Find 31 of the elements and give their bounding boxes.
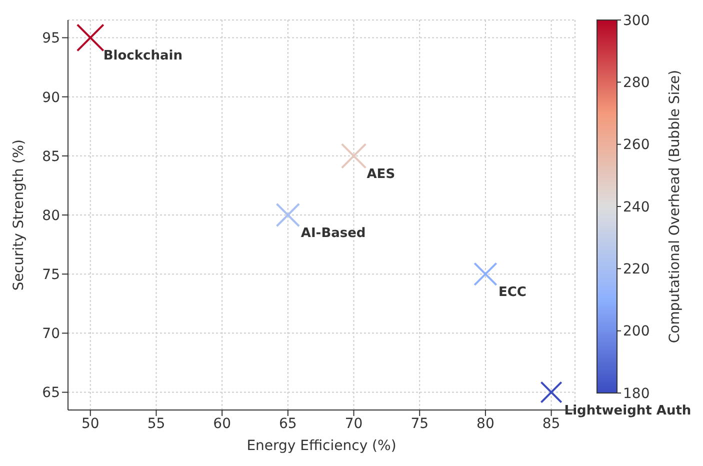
x-axis-title: Energy Efficiency (%) — [246, 438, 396, 454]
y-tick-label: 65 — [42, 385, 60, 402]
y-tick-label: 75 — [42, 267, 60, 284]
color-bar-label: 260 — [623, 137, 650, 154]
color-bar-label: 220 — [623, 262, 650, 278]
y-tick-label: 70 — [42, 326, 60, 342]
x-tick-label: 65 — [279, 416, 297, 432]
y-tick-label: 85 — [42, 148, 60, 165]
color-bar-title: Computational Overhead (Bubble Size) — [667, 70, 683, 344]
x-tick-label: 70 — [344, 416, 363, 432]
x-tick-label: 50 — [81, 416, 100, 432]
x-tick-label: 75 — [410, 416, 429, 432]
color-bar-label: 300 — [623, 12, 650, 29]
colorbar: 180 200 220 240 260 280 300 Computational Overhead (Bubble Size) — [596, 12, 683, 402]
color-bar-label: 280 — [623, 75, 650, 92]
annotation: Blockchain — [103, 48, 182, 64]
x-tick-label: 55 — [147, 416, 166, 432]
x-tick-label: 85 — [542, 416, 560, 432]
annotation: ECC — [498, 285, 526, 300]
x-tick-label: 80 — [476, 416, 494, 432]
y-tick-label: 95 — [42, 30, 60, 47]
annotation: Lightweight Auth — [564, 403, 692, 418]
y-tick-label: 90 — [42, 90, 60, 106]
x-tick-label: 60 — [213, 416, 231, 432]
color-bar-label: 200 — [623, 324, 650, 340]
annotation: AI-Based — [300, 226, 366, 241]
y-tick-label: 80 — [42, 208, 60, 224]
color-bar-label: 180 — [623, 386, 650, 402]
annotation: AES — [366, 166, 396, 182]
color-bar-label: 240 — [623, 199, 650, 216]
y-axis-title: Security Strength (%) — [10, 139, 27, 291]
